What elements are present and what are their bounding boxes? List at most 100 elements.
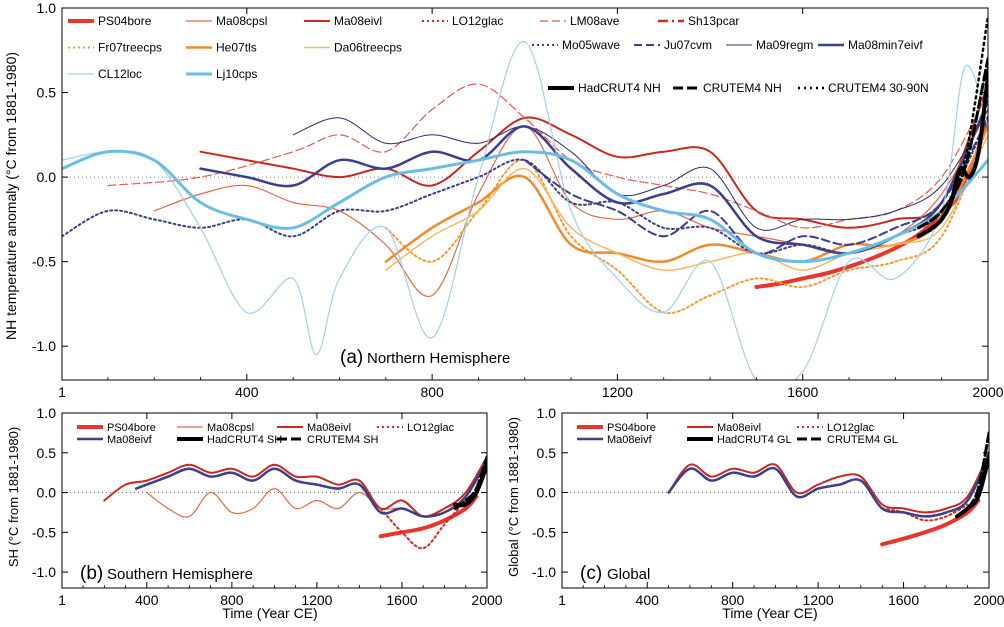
panel-b-y-tick-label: -0.5 — [32, 524, 56, 540]
panel-c-x-tick-label: 2000 — [973, 592, 1004, 608]
panel-c-y-tick-label: -0.5 — [532, 524, 556, 540]
panel-a-x-tick-label: 800 — [420, 384, 444, 400]
panel-b-x-axis-label: Time (Year CE) — [222, 605, 317, 621]
panel-a-y-tick-label: 1.0 — [37, 0, 57, 16]
panel-c-legend: PS04bore Ma08eivl LO12glac Ma08eivf HadCRUT4… — [577, 422, 898, 446]
panel-c-series-crutem4-gl — [955, 431, 989, 518]
legend-label: Ma08eivf — [107, 434, 153, 446]
panel-c-label-text: Global — [607, 566, 650, 583]
panel-a-y-tick-label: -1.0 — [32, 338, 56, 354]
panel-c-x-axis-label: Time (Year CE) — [722, 605, 817, 621]
legend-label: CRUTEM4 NH — [703, 81, 782, 95]
panel-a-legend-item-fr07treecps: Fr07treecps — [68, 41, 162, 55]
panel-b-y-axis-label: SH (°C from 1881-1980) — [6, 427, 21, 567]
legend-label: He07tls — [216, 41, 257, 55]
panel-c-legend-item-lo12glac: LO12glac — [797, 422, 875, 434]
legend-label: PS04bore — [107, 422, 156, 434]
panel-a-series-ma08eivl — [199, 83, 988, 229]
panel-b-label-text: Southern Hemisphere — [107, 566, 253, 583]
panel-a-x-tick-label: 400 — [235, 384, 259, 400]
panel-b-legend-item-crutem4-sh: CRUTEM4 SH — [277, 434, 379, 446]
legend-label: Da06treecps — [334, 41, 402, 55]
panel-a-legend-item-mo05wave: Mo05wave — [532, 38, 620, 52]
panel-a-legend-item-lj10cps: Lj10cps — [186, 67, 257, 81]
panel-b-x-tick-label: 1600 — [386, 592, 417, 608]
legend-label: Ma08eivl — [717, 422, 761, 434]
panel-b-y-tick-label: 0.0 — [37, 485, 57, 501]
panel-a-x-tick-label: 1200 — [602, 384, 633, 400]
legend-label: Ju07cvm — [664, 38, 712, 52]
panel-c-x-tick-label: 1 — [558, 592, 566, 608]
panel-a-legend-item-sh13pcar: Sh13pcar — [658, 14, 739, 28]
panel-c-series-ps04bore — [880, 498, 981, 547]
panel-a-legend-item-lm08ave: LM08ave — [540, 14, 620, 28]
legend-label: PS04bore — [607, 422, 656, 434]
legend-label: CRUTEM4 GL — [827, 434, 898, 446]
panel-a-series-da06treecps — [385, 134, 988, 272]
panel-c-y-tick-label: 1.0 — [537, 405, 557, 421]
panel-b-legend-item-ps04bore: PS04bore — [77, 422, 156, 434]
panel-b-label-letter: (b) — [80, 563, 103, 584]
panel-c-x-tick-label: 400 — [636, 592, 660, 608]
legend-label: Sh13pcar — [688, 14, 739, 28]
panel-b-series-group — [103, 455, 487, 550]
panel-b-southern-hemisphere: SH (°C from 1881-1980) Time (Year CE) (b… — [6, 405, 503, 621]
legend-label: Ma09regm — [756, 38, 813, 52]
panel-c-legend-item-ma08eivl: Ma08eivl — [687, 422, 761, 434]
panel-a-series-lj10cps — [62, 149, 988, 264]
panel-c-x-tick-label: 1600 — [888, 592, 919, 608]
panel-a-x-tick-label: 1 — [58, 384, 66, 400]
panel-b-x-tick-label: 400 — [135, 592, 159, 608]
panel-a-label-letter: (a) — [340, 347, 363, 368]
legend-label: Lj10cps — [216, 67, 257, 81]
panel-a-legend-item-lo12glac: LO12glac — [422, 14, 503, 28]
panel-b-x-tick-label: 1 — [58, 592, 66, 608]
legend-label: LO12glac — [407, 422, 455, 434]
panel-a-series-crutem4-30-90n — [917, 15, 988, 238]
panel-c-label-letter: (c) — [580, 563, 602, 584]
panel-a-legend-item-ma08cpsl: Ma08cpsl — [186, 14, 267, 28]
panel-a-legend-item-da06treecps: Da06treecps — [304, 41, 402, 55]
legend-label: CL12loc — [98, 67, 142, 81]
panel-b-legend-item-ma08eivl: Ma08eivl — [277, 422, 351, 434]
legend-label: Ma08min7eivf — [848, 38, 923, 52]
panel-b-x-tick-label: 2000 — [471, 592, 502, 608]
legend-label: HadCRUT4 NH — [578, 81, 661, 95]
panel-c-global: Global (°C from 1881-1980) Time (Year CE… — [506, 405, 1004, 621]
legend-label: Ma08eivl — [307, 422, 351, 434]
legend-label: HadCRUT4 SH — [207, 434, 282, 446]
panel-a-legend-item-he07tls: He07tls — [186, 41, 257, 55]
panel-c-series-group — [667, 431, 989, 547]
panel-a-series-group — [62, 15, 988, 380]
panel-a-legend-item-crutem4-nh: CRUTEM4 NH — [673, 81, 782, 95]
panel-a-legend-item-ps04bore: PS04bore — [68, 14, 152, 28]
panel-a-series-fr07treecps — [384, 125, 988, 315]
panel-a-y-tick-label: 0.5 — [37, 85, 57, 101]
panel-a-y-tick-label: 0.0 — [37, 169, 57, 185]
panel-c-y-tick-label: 0.5 — [537, 445, 557, 461]
panel-b-series-ps04bore — [378, 494, 479, 539]
legend-label: Mo05wave — [562, 38, 620, 52]
panel-a-legend-item-ma09regm: Ma09regm — [726, 38, 813, 52]
panel-c-series-ma08eivf — [667, 455, 989, 518]
panel-a-x-tick-label: 1600 — [787, 384, 818, 400]
panel-b-y-tick-label: 0.5 — [37, 445, 57, 461]
panel-c-x-tick-label: 1200 — [803, 592, 834, 608]
panel-b-series-crutem4-sh — [453, 455, 487, 510]
panel-a-legend-item-hadcrut4-nh: HadCRUT4 NH — [548, 81, 661, 95]
panel-a-y-axis-label: NH temperature anomaly (°C from 1881-198… — [3, 52, 19, 340]
legend-label: Ma08eivf — [607, 434, 653, 446]
panel-a-series-ma09regm — [292, 109, 988, 231]
panel-a-legend-item-cl12loc: CL12loc — [68, 67, 142, 81]
panel-a-series-cl12loc — [62, 41, 988, 380]
panel-b-series-hadcrut4-sh — [453, 457, 487, 508]
legend-label: Ma08eivl — [334, 14, 382, 28]
panel-b-series-ma08eivf — [134, 459, 487, 518]
panel-b-y-tick-label: -1.0 — [32, 564, 56, 580]
panel-a-series-lm08ave — [107, 83, 988, 229]
panel-b-y-tick-label: 1.0 — [37, 405, 57, 421]
panel-c-y-axis-label: Global (°C from 1881-1980) — [506, 417, 521, 577]
legend-label: Fr07treecps — [98, 41, 162, 55]
